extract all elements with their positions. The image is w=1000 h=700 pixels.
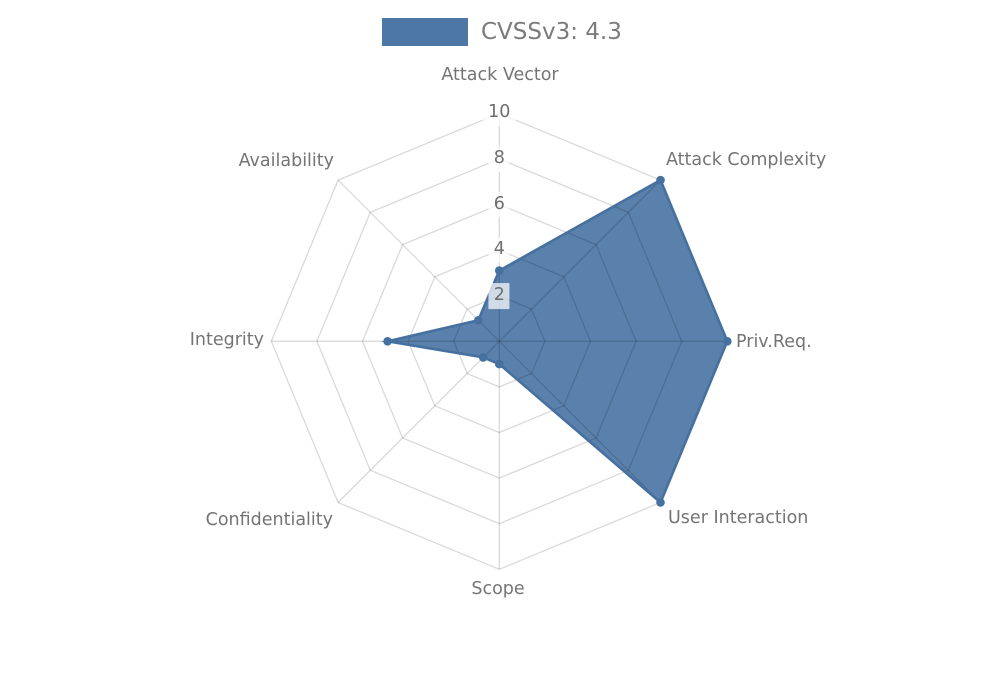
radial-tick-label: 4 <box>488 237 510 264</box>
axis-label-attack-vector: Attack Vector <box>441 65 559 85</box>
radar-grid-ring <box>361 203 637 479</box>
radar-grid-spoke <box>498 340 661 503</box>
radar-vertex-dot <box>478 353 488 362</box>
radar-grid-ring <box>316 158 683 525</box>
axis-label-user-interaction: User Interaction <box>668 507 809 528</box>
radial-tick-label: 8 <box>488 145 510 172</box>
radar-grid-spoke <box>337 179 500 342</box>
radar-grid-ring <box>452 294 546 388</box>
radar-grid-ring <box>407 249 592 434</box>
radar-vertex-dot <box>656 498 665 507</box>
radar-grid-spoke <box>498 179 661 342</box>
radar-vertex-dot <box>474 316 483 325</box>
axis-label-attack-complexity: Attack Complexity <box>666 149 827 170</box>
legend-label: CVSSv3: 4.3 <box>481 19 622 45</box>
axis-label-availability: Availability <box>238 151 334 171</box>
radar-vertex-dot <box>723 337 732 346</box>
radar-vertex-dot <box>383 337 392 346</box>
radial-tick-label: 2 <box>488 282 510 309</box>
axis-label-scope: Scope <box>471 579 525 599</box>
radial-tick-label: 10 <box>483 100 516 127</box>
axis-label-integrity: Integrity <box>189 330 264 350</box>
axis-label-priv-req: Priv.Req. <box>736 331 812 352</box>
radar-vertex-dot <box>656 175 665 185</box>
radar-series-fill-layer <box>387 180 728 503</box>
radial-tick-label: 6 <box>488 191 510 218</box>
radar-series-markers-layer <box>383 175 732 507</box>
radar-vertex-dot <box>495 359 504 369</box>
radar-series-polygon-fill <box>387 180 728 503</box>
radar-grid-spoke <box>337 340 500 503</box>
axis-label-confidentiality: Confidentiality <box>205 509 333 530</box>
radar-vertex-dot <box>495 266 504 275</box>
legend: CVSSv3: 4.3 <box>382 18 622 46</box>
legend-swatch <box>382 18 468 46</box>
